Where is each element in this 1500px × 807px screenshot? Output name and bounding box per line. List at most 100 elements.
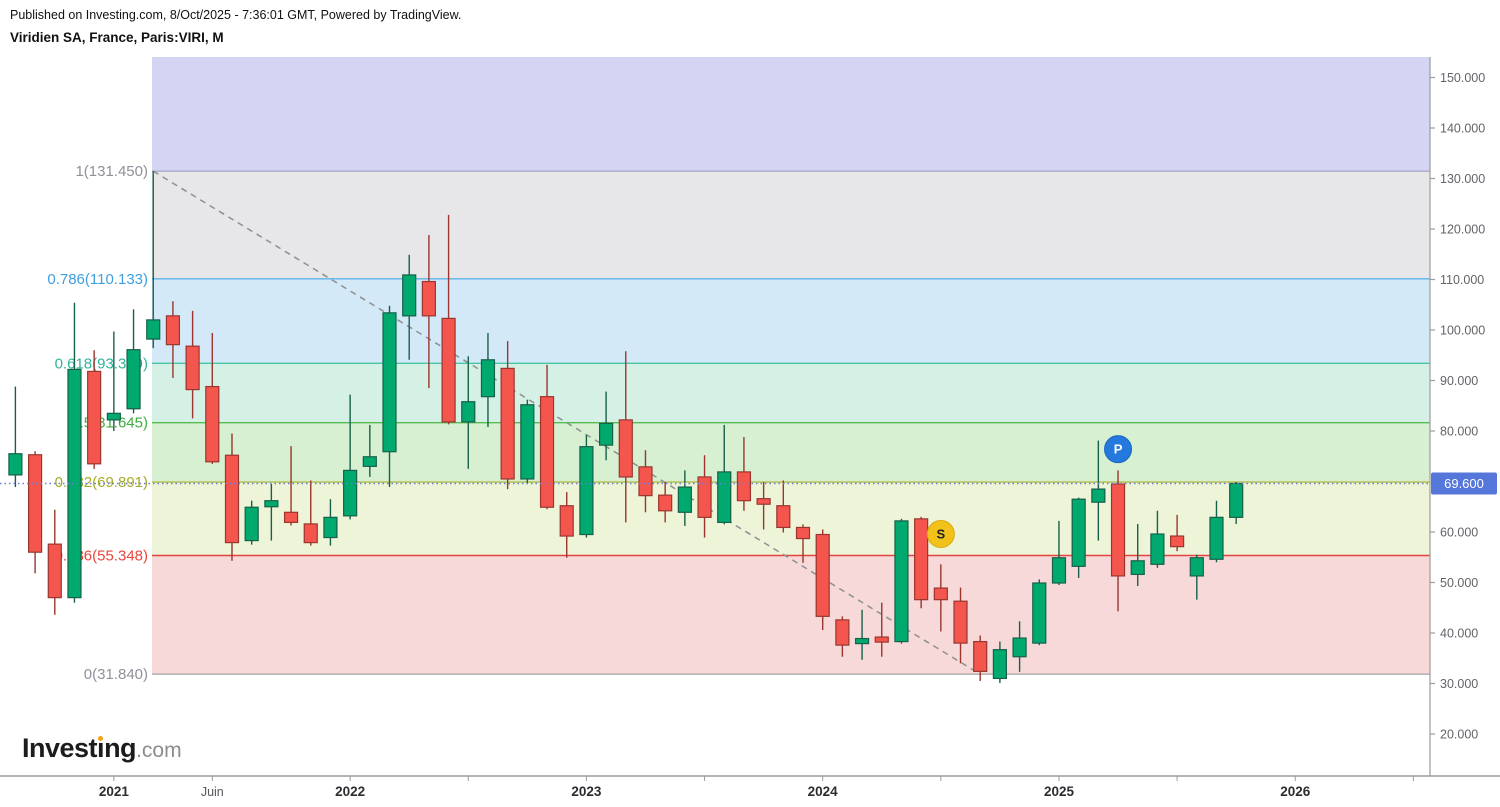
candle-body	[795, 526, 811, 540]
candle-body	[953, 600, 968, 644]
price-axis: 150.000 140.000 130.000 120.000 110.000 100.0…	[1429, 57, 1485, 776]
candle-2025-06	[1150, 510, 1165, 568]
candle-body	[736, 471, 752, 502]
candle-body	[638, 466, 653, 497]
price-axis-label[interactable]: 20.000	[1440, 728, 1478, 742]
candle-2023-09	[736, 437, 752, 511]
fib-label: 1(131.450)	[75, 163, 148, 180]
candle-body	[1209, 516, 1224, 560]
candle-2022-05	[421, 235, 436, 389]
candle-2023-06	[677, 470, 692, 526]
time-axis-label[interactable]: 2024	[808, 784, 839, 799]
price-badge	[1431, 472, 1497, 495]
candle-2022-06	[441, 214, 456, 425]
candle-body	[697, 476, 712, 518]
candle-body	[165, 315, 181, 346]
candle-body	[914, 518, 929, 601]
candle-2021-10	[283, 446, 299, 526]
price-axis-label[interactable]: 110.000	[1440, 273, 1484, 287]
price-axis-label[interactable]: 150.000	[1440, 71, 1485, 85]
price-axis-label[interactable]: 60.000	[1440, 526, 1478, 540]
candle-body	[106, 412, 121, 421]
candle-2024-06	[914, 516, 929, 609]
price-axis-label[interactable]: 90.000	[1440, 374, 1478, 388]
candle-body	[343, 469, 358, 517]
candle-body	[1229, 482, 1244, 518]
signal-markers: SP	[926, 435, 1133, 549]
candle-body	[8, 453, 23, 476]
candle-2025-07	[1170, 514, 1185, 552]
candle-body	[421, 280, 436, 317]
candle-2024-07	[933, 564, 948, 632]
price-axis-label[interactable]: 140.000	[1440, 122, 1485, 136]
marker-s[interactable]: S	[926, 520, 955, 549]
candle-2021-04	[165, 301, 181, 378]
candle-2021-11	[303, 480, 318, 546]
candle-2025-01	[1051, 520, 1067, 586]
price-axis-label[interactable]: 100.000	[1440, 324, 1485, 338]
candles	[8, 171, 1244, 683]
candle-body	[1189, 557, 1204, 577]
price-axis-label[interactable]: 40.000	[1440, 627, 1478, 641]
candle-body	[618, 419, 633, 478]
price-axis-label[interactable]: 120.000	[1440, 223, 1485, 237]
candle-body	[224, 454, 240, 544]
candle-2025-05	[1130, 523, 1145, 587]
candle-body	[815, 533, 830, 617]
candle-body	[1091, 488, 1106, 503]
candle-body	[677, 486, 692, 513]
candle-body	[992, 649, 1008, 680]
marker-p[interactable]: P	[1104, 435, 1133, 464]
candle-2021-02	[126, 309, 141, 414]
time-axis-label[interactable]: 2021	[99, 784, 130, 799]
candle-body	[756, 498, 771, 505]
candle-body	[27, 454, 43, 553]
candle-body	[1170, 535, 1185, 548]
marker-circle[interactable]	[1104, 435, 1133, 464]
price-axis-label[interactable]: 130.000	[1440, 172, 1485, 186]
price-axis-label[interactable]: 30.000	[1440, 677, 1478, 691]
fib-band	[152, 57, 1430, 172]
candle-body	[598, 422, 614, 446]
candle-body	[1130, 560, 1145, 576]
candle-2022-03	[382, 305, 397, 488]
candle-body	[933, 587, 948, 601]
fib-bands	[152, 57, 1430, 675]
candle-body	[874, 636, 889, 643]
time-axis-label[interactable]: 2022	[335, 784, 365, 799]
candle-2023-04	[638, 450, 653, 513]
candle-body	[559, 505, 574, 537]
investing-logo: Investıng.com	[22, 733, 182, 764]
candle-body	[362, 456, 377, 467]
candle-2022-09	[500, 341, 515, 490]
marker-circle[interactable]	[926, 520, 955, 549]
candle-2024-10	[992, 641, 1008, 683]
fib-band	[152, 555, 1430, 675]
candle-2020-12	[87, 350, 102, 469]
fib-band	[152, 171, 1430, 279]
candle-2024-04	[874, 602, 889, 657]
candle-2023-05	[658, 482, 673, 523]
fib-label: 0.786(110.133)	[47, 271, 148, 288]
time-axis-label[interactable]: 2026	[1280, 784, 1311, 799]
candle-body	[973, 640, 988, 672]
price-axis-label[interactable]: 80.000	[1440, 425, 1478, 439]
candle-body	[1051, 557, 1067, 584]
price-axis-label[interactable]: 50.000	[1440, 576, 1478, 590]
candle-2023-03	[618, 351, 633, 523]
candle-2025-09	[1209, 500, 1224, 563]
candle-body	[244, 506, 259, 542]
candle-2020-10	[47, 509, 62, 615]
candle-2024-08	[953, 587, 968, 664]
fib-label: 0(31.840)	[84, 666, 148, 683]
candle-2025-03	[1091, 440, 1106, 541]
time-axis-label[interactable]: Juin	[201, 785, 224, 799]
fib-band	[152, 422, 1430, 483]
time-axis-label[interactable]: 2023	[571, 784, 602, 799]
candle-body	[185, 345, 200, 391]
time-axis-label[interactable]: 2025	[1044, 784, 1075, 799]
candle-body	[87, 370, 102, 465]
fib-label: 0.618(93.399)	[55, 355, 148, 372]
candle-body	[1071, 498, 1086, 567]
